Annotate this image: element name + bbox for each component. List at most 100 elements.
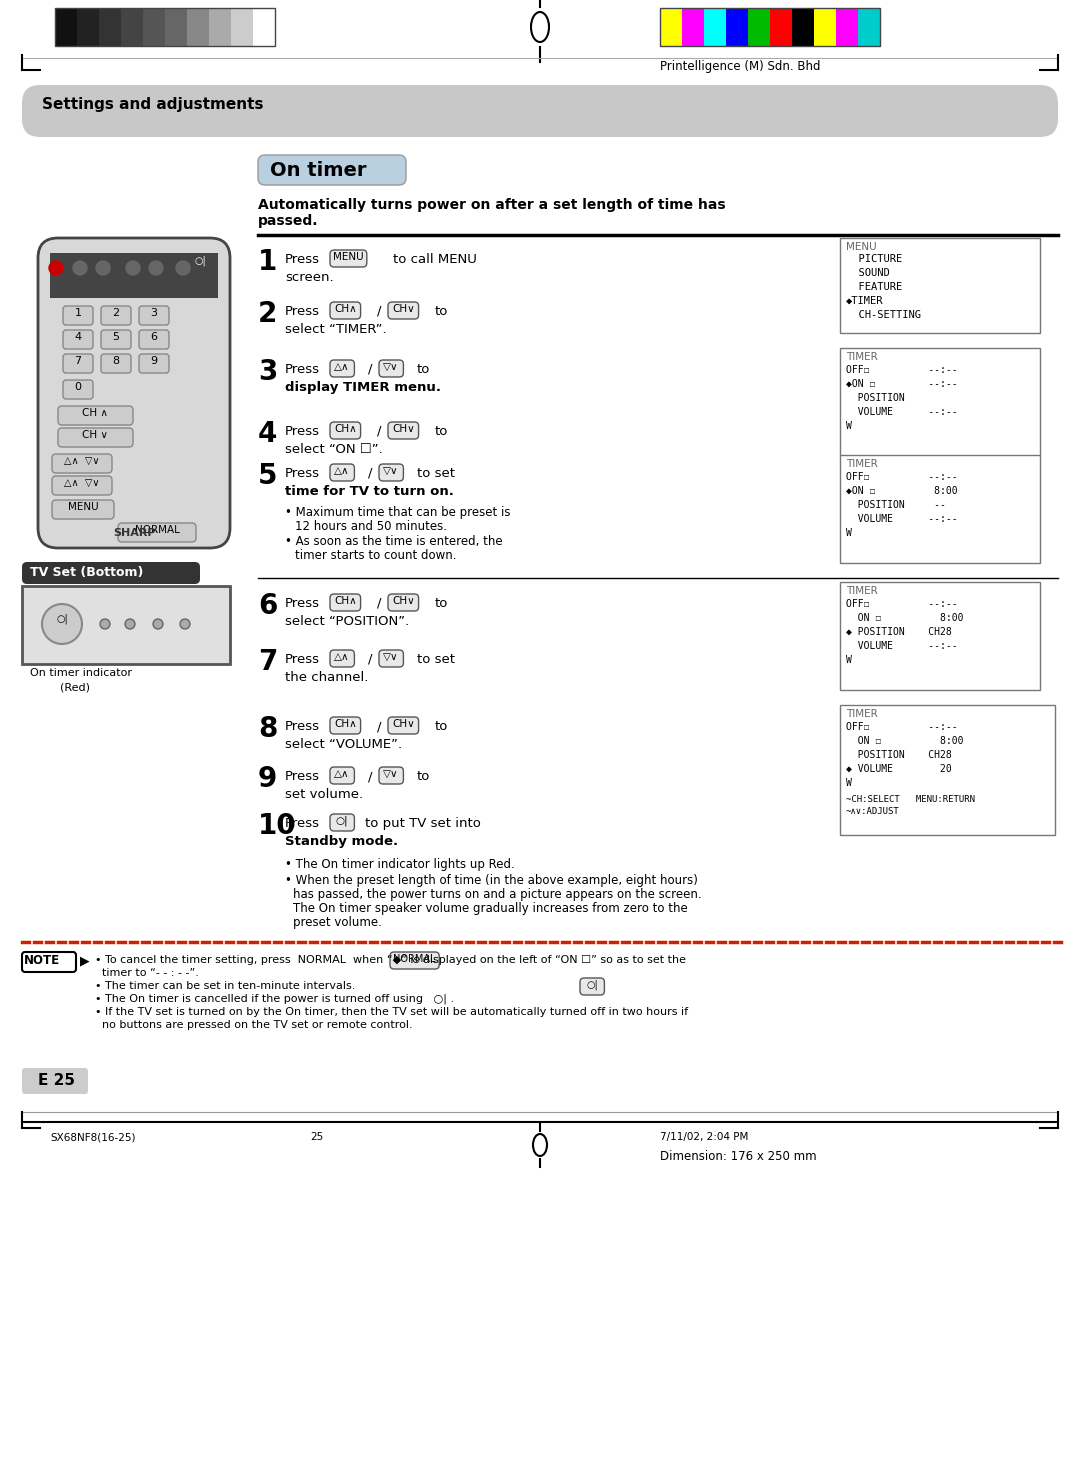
FancyBboxPatch shape [58,429,133,446]
Circle shape [149,261,163,274]
Text: Press: Press [285,598,320,610]
Text: has passed, the power turns on and a picture appears on the screen.: has passed, the power turns on and a pic… [293,888,702,902]
Text: W: W [846,655,852,664]
Bar [704,7,726,46]
Text: 7/11/02, 2:04 PM: 7/11/02, 2:04 PM [660,1132,748,1142]
FancyBboxPatch shape [379,464,404,480]
Text: Dimension: 176 x 250 mm: Dimension: 176 x 250 mm [660,1149,816,1163]
Text: CH∨: CH∨ [392,304,415,314]
Text: Press: Press [285,305,320,317]
Circle shape [176,261,190,274]
Text: △∧: △∧ [335,653,350,661]
Bar [836,7,858,46]
Text: ▽∨: ▽∨ [383,653,399,661]
Text: ◆ON ☐         --:--: ◆ON ☐ --:-- [846,380,958,389]
Text: /: / [368,653,373,666]
FancyBboxPatch shape [330,303,361,319]
FancyBboxPatch shape [58,406,133,426]
Text: Press: Press [285,653,320,666]
Text: SHARP: SHARP [112,528,156,538]
Text: to set: to set [417,467,455,480]
Bar [770,7,792,46]
Text: △∧: △∧ [335,362,350,372]
Text: On timer indicator: On timer indicator [30,667,132,678]
Text: timer to “- - : - -”.: timer to “- - : - -”. [95,968,199,977]
Text: set volume.: set volume. [285,787,363,801]
Text: select “ON ☐”.: select “ON ☐”. [285,443,382,455]
Text: TIMER: TIMER [846,351,878,362]
FancyBboxPatch shape [379,650,404,667]
Bar [748,7,770,46]
Text: 9: 9 [150,356,158,366]
Text: CH-SETTING: CH-SETTING [846,310,921,320]
Text: POSITION: POSITION [846,393,905,403]
Text: /: / [377,305,381,317]
Text: 7: 7 [75,356,82,366]
FancyBboxPatch shape [330,716,361,734]
Text: 9: 9 [258,765,278,793]
Text: 4: 4 [75,332,82,343]
Text: E 25: E 25 [38,1074,75,1089]
Text: Standby mode.: Standby mode. [285,835,399,848]
Text: POSITION    CH28: POSITION CH28 [846,750,951,759]
Text: Press: Press [285,770,320,783]
Text: On timer: On timer [270,162,366,179]
Text: ON ☐          8:00: ON ☐ 8:00 [846,736,963,746]
Bar [726,7,748,46]
Text: 6: 6 [258,592,278,620]
Circle shape [153,618,163,629]
Text: 3: 3 [258,357,278,386]
Text: TIMER: TIMER [846,709,878,719]
Text: The On timer speaker volume gradually increases from zero to the: The On timer speaker volume gradually in… [293,902,688,915]
FancyBboxPatch shape [38,237,230,549]
Bar [660,7,880,46]
Bar [840,704,1055,835]
Text: Press: Press [285,817,320,830]
Text: preset volume.: preset volume. [293,916,382,928]
Text: 3: 3 [150,308,158,317]
Text: Press: Press [285,426,320,437]
FancyBboxPatch shape [388,423,419,439]
FancyBboxPatch shape [258,156,406,185]
Text: 10: 10 [258,813,297,839]
Bar [792,7,814,46]
Circle shape [126,261,140,274]
Text: CH∨: CH∨ [392,719,415,730]
Text: no buttons are pressed on the TV set or remote control.: no buttons are pressed on the TV set or … [95,1020,413,1031]
Text: ○|: ○| [56,614,68,624]
Bar [55,7,275,46]
Bar [660,7,681,46]
Text: to: to [435,426,448,437]
Bar [681,7,704,46]
Bar [840,581,1040,690]
Text: /: / [368,363,373,377]
Text: 1: 1 [75,308,81,317]
Text: TV Set (Bottom): TV Set (Bottom) [30,567,144,578]
Bar [121,7,143,46]
Text: ▶: ▶ [80,954,90,967]
Bar [143,7,165,46]
Circle shape [180,618,190,629]
Text: Press: Press [285,254,320,265]
Text: /: / [377,721,381,733]
FancyBboxPatch shape [102,305,131,325]
Text: • To cancel the timer setting, press  NORMAL  when “◆” is displayed on the left : • To cancel the timer setting, press NOR… [95,955,686,965]
FancyBboxPatch shape [379,767,404,785]
Bar [840,349,1040,455]
Text: △∧  ▽∨: △∧ ▽∨ [64,478,99,488]
FancyBboxPatch shape [63,380,93,399]
Text: ◆ POSITION    CH28: ◆ POSITION CH28 [846,627,951,638]
Circle shape [73,261,87,274]
Text: CH∨: CH∨ [392,596,415,607]
FancyBboxPatch shape [330,814,354,830]
Text: NOTE: NOTE [24,954,60,967]
Bar [187,7,210,46]
Bar [22,586,230,664]
Text: select “TIMER”.: select “TIMER”. [285,323,387,337]
Text: time for TV to turn on.: time for TV to turn on. [285,485,454,498]
Text: CH∧: CH∧ [334,596,356,607]
FancyBboxPatch shape [22,952,76,971]
Text: to call MENU: to call MENU [393,254,477,265]
Text: TIMER: TIMER [846,586,878,596]
Bar [99,7,121,46]
